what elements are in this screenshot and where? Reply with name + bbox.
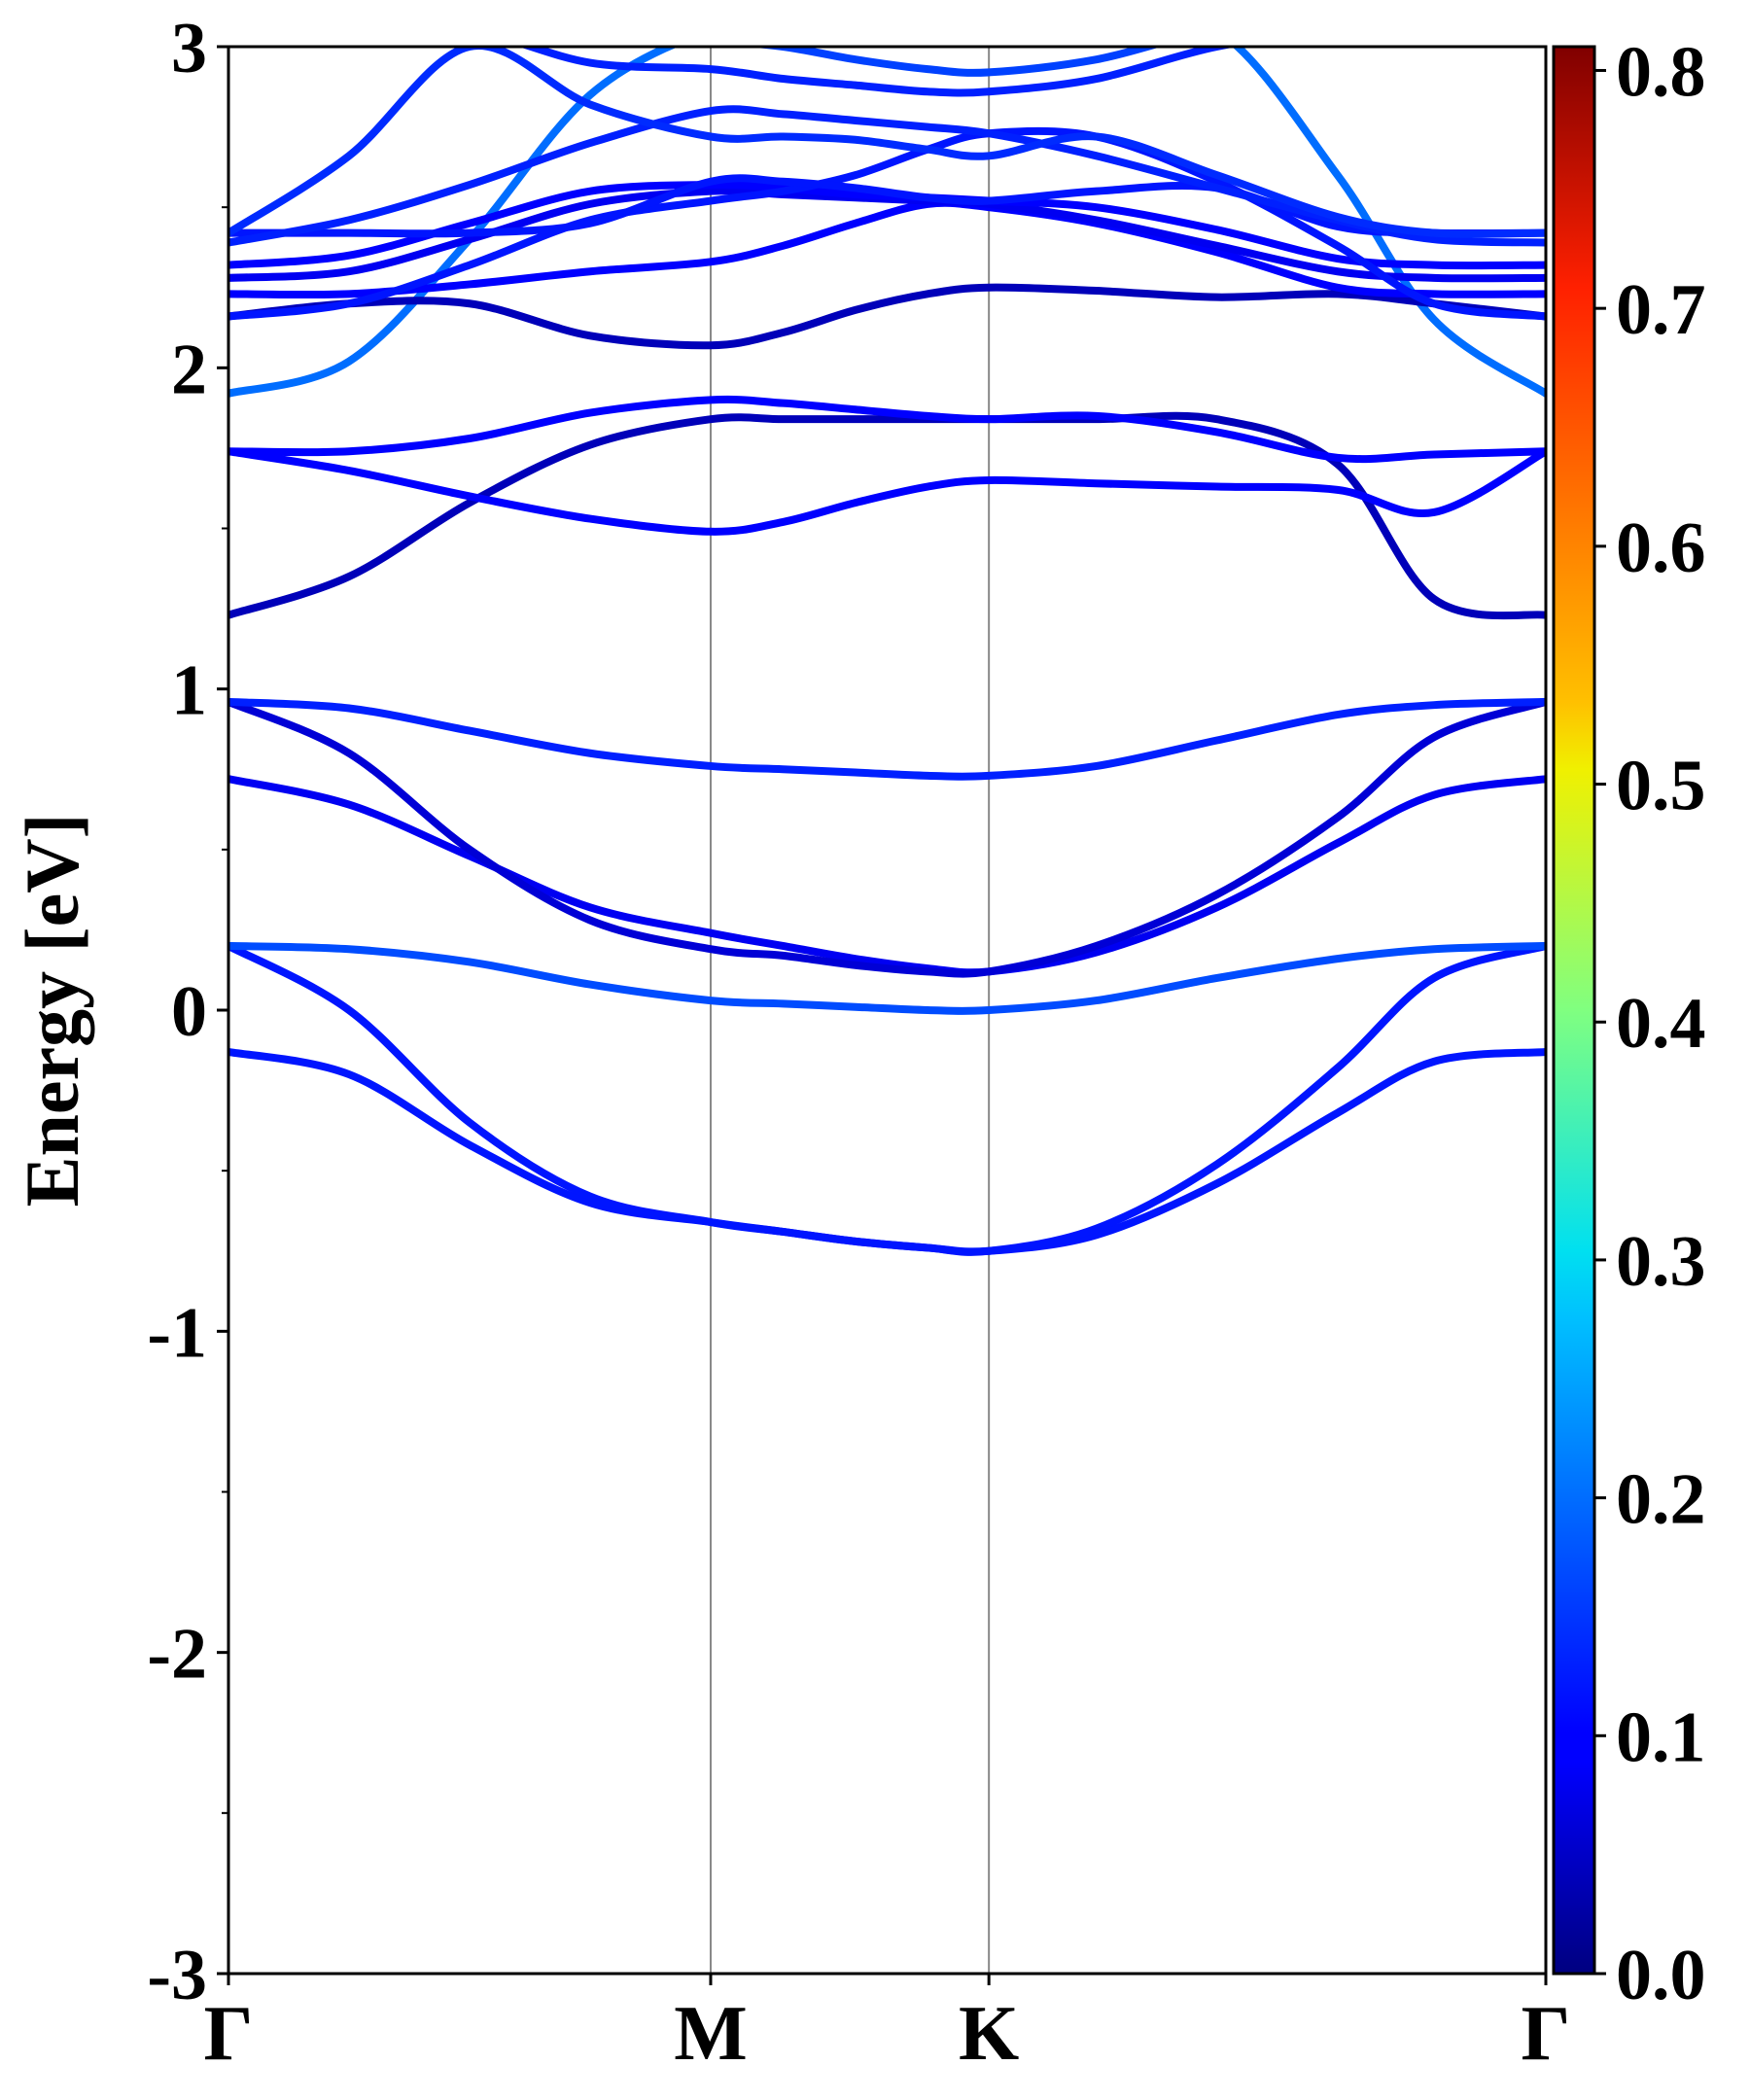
x-tick-label: Γ: [1522, 1991, 1571, 2077]
band-line: [743, 47, 1162, 77]
band-line: [228, 775, 1546, 977]
y-tick-label: 0: [171, 972, 207, 1052]
band-line: [228, 198, 1546, 299]
colorbar-tick-label: 0.6: [1616, 508, 1706, 588]
y-tick-label: 1: [171, 651, 207, 731]
y-axis: -3 -2 -1 0 1 2 3: [147, 9, 228, 2015]
x-tick-label: Γ: [204, 1991, 254, 2077]
band-line: [228, 941, 1546, 1015]
band-line: [228, 174, 1546, 238]
band-lines: [228, 47, 1546, 1256]
colorbar-tick-label: 0.1: [1616, 1698, 1706, 1777]
band-line: [228, 283, 1546, 350]
band-line: [228, 941, 1546, 1256]
colorbar-tick-label: 0.0: [1616, 1936, 1706, 2015]
band-line: [518, 47, 1239, 97]
colorbar: 0.0 0.1 0.2 0.3 0.4 0.5 0.6 0.7 0.8: [1552, 32, 1706, 2015]
y-tick-label: 2: [171, 330, 207, 409]
band-line: [228, 395, 1546, 464]
y-tick-label: 3: [171, 9, 207, 88]
band-line: [228, 126, 1546, 321]
band-line: [228, 47, 1546, 238]
y-axis-title: Energy [eV]: [10, 813, 94, 1207]
colorbar-tick-label: 0.8: [1616, 32, 1706, 112]
y-tick-label: -1: [147, 1293, 207, 1373]
x-tick-label: K: [959, 1991, 1019, 2077]
colorbar-tick-label: 0.3: [1616, 1222, 1706, 1302]
y-tick-label: -2: [147, 1615, 207, 1695]
colorbar-tick-label: 0.2: [1616, 1460, 1706, 1540]
colorbar-tick-label: 0.7: [1616, 270, 1706, 350]
band-line: [228, 411, 1546, 620]
band-line: [228, 697, 1546, 781]
x-tick-label: M: [674, 1991, 748, 2077]
y-tick-label: -3: [147, 1936, 207, 2015]
colorbar-gradient: [1552, 45, 1596, 1976]
band-line: [228, 447, 1546, 536]
colorbar-tick-label: 0.4: [1616, 984, 1706, 1064]
colorbar-tick-label: 0.5: [1616, 747, 1706, 826]
band-line: [228, 180, 1546, 270]
band-line: [228, 697, 1546, 978]
